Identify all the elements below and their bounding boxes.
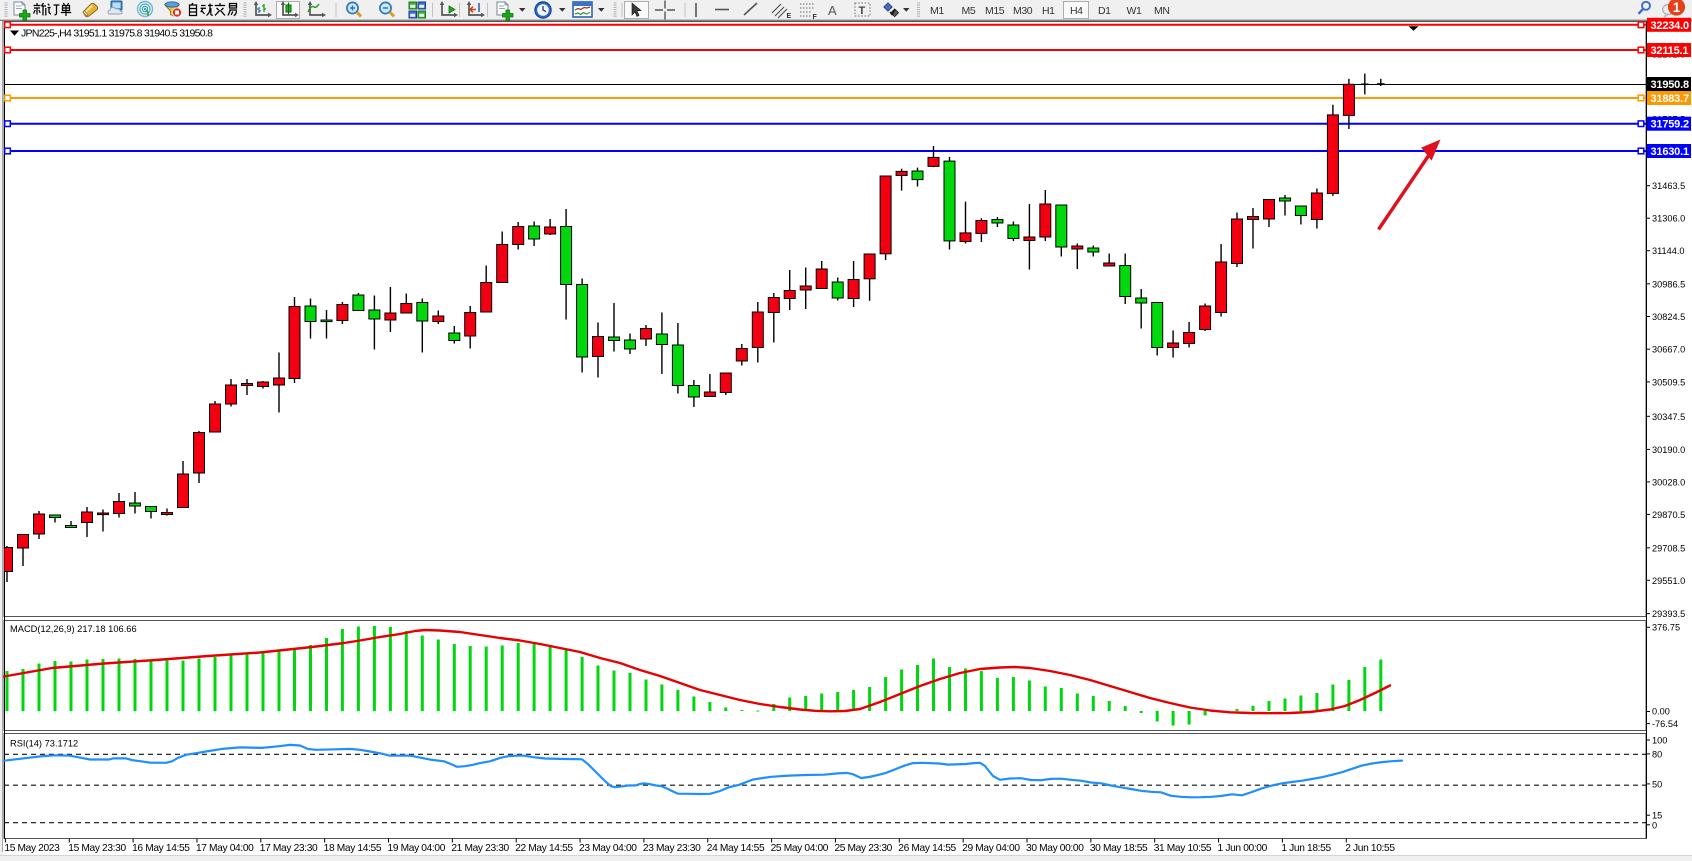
- svg-text:29 May 04:00: 29 May 04:00: [962, 843, 1020, 854]
- svg-text:MN: MN: [1154, 5, 1170, 17]
- svg-text:376.75: 376.75: [1652, 623, 1680, 633]
- svg-text:0: 0: [1652, 821, 1657, 831]
- svg-text:0.00: 0.00: [1652, 707, 1670, 717]
- svg-text:25 May 04:00: 25 May 04:00: [771, 843, 829, 854]
- svg-text:F: F: [813, 14, 818, 21]
- svg-text:31883.7: 31883.7: [1651, 93, 1689, 105]
- svg-text:15 May 23:30: 15 May 23:30: [68, 843, 126, 854]
- svg-text:30824.5: 30824.5: [1652, 312, 1685, 322]
- svg-text:1 Jun 18:55: 1 Jun 18:55: [1281, 843, 1331, 854]
- svg-text:29870.5: 29870.5: [1652, 510, 1685, 520]
- svg-text:30 May 00:00: 30 May 00:00: [1026, 843, 1084, 854]
- svg-text:18 May 14:55: 18 May 14:55: [324, 843, 382, 854]
- svg-text:23 May 23:30: 23 May 23:30: [643, 843, 701, 854]
- svg-text:31630.1: 31630.1: [1651, 146, 1689, 158]
- svg-text:24 May 14:55: 24 May 14:55: [707, 843, 765, 854]
- svg-text:29708.5: 29708.5: [1652, 543, 1685, 553]
- svg-text:29551.0: 29551.0: [1652, 576, 1685, 586]
- svg-text:30347.5: 30347.5: [1652, 412, 1685, 422]
- svg-text:30190.0: 30190.0: [1652, 445, 1685, 455]
- svg-text:31950.8: 31950.8: [1651, 79, 1689, 91]
- svg-text:17 May 23:30: 17 May 23:30: [260, 843, 318, 854]
- svg-text:15 May 2023: 15 May 2023: [4, 843, 60, 854]
- svg-text:30 May 18:55: 30 May 18:55: [1090, 843, 1148, 854]
- svg-text:26 May 14:55: 26 May 14:55: [898, 843, 956, 854]
- svg-text:MACD(12,26,9) 217.18 106.66: MACD(12,26,9) 217.18 106.66: [10, 624, 137, 634]
- svg-text:2 Jun 10:55: 2 Jun 10:55: [1345, 843, 1395, 854]
- svg-text:1 Jun 00:00: 1 Jun 00:00: [1218, 843, 1268, 854]
- svg-text:H1: H1: [1042, 5, 1055, 17]
- svg-text:RSI(14) 73.1712: RSI(14) 73.1712: [10, 739, 78, 749]
- svg-text:D1: D1: [1098, 5, 1111, 17]
- svg-text:100: 100: [1652, 736, 1667, 746]
- svg-text:1: 1: [1673, 0, 1681, 15]
- svg-text:M30: M30: [1013, 5, 1033, 17]
- svg-text:31306.0: 31306.0: [1652, 214, 1685, 224]
- svg-text:30667.0: 30667.0: [1652, 345, 1685, 355]
- svg-text:31144.0: 31144.0: [1652, 246, 1685, 256]
- svg-text:M5: M5: [962, 5, 976, 17]
- svg-text:31463.5: 31463.5: [1652, 181, 1685, 191]
- svg-text:50: 50: [1652, 780, 1662, 790]
- svg-text:30986.5: 30986.5: [1652, 279, 1685, 289]
- svg-text:30509.5: 30509.5: [1652, 377, 1685, 387]
- svg-text:22 May 14:55: 22 May 14:55: [515, 843, 573, 854]
- svg-text:80: 80: [1652, 750, 1662, 760]
- svg-text:JPN225-,H4 31951.1 31975.8 31: JPN225-,H4 31951.1 31975.8 31940.5 31950…: [21, 28, 213, 40]
- svg-text:16 May 14:55: 16 May 14:55: [132, 843, 190, 854]
- svg-text:19 May 04:00: 19 May 04:00: [388, 843, 446, 854]
- svg-text:T: T: [859, 5, 866, 17]
- svg-text:32115.1: 32115.1: [1651, 45, 1689, 57]
- svg-text:29393.5: 29393.5: [1652, 609, 1685, 619]
- svg-text:-76.54: -76.54: [1652, 719, 1678, 729]
- svg-text:31759.2: 31759.2: [1651, 119, 1689, 131]
- svg-text:30028.0: 30028.0: [1652, 477, 1685, 487]
- svg-text:25 May 23:30: 25 May 23:30: [834, 843, 892, 854]
- svg-text:31 May 10:55: 31 May 10:55: [1154, 843, 1212, 854]
- svg-text:M15: M15: [985, 5, 1005, 17]
- svg-text:32234.0: 32234.0: [1651, 20, 1689, 32]
- svg-text:M1: M1: [930, 5, 944, 17]
- svg-text:H4: H4: [1070, 5, 1083, 17]
- svg-text:A: A: [828, 3, 837, 18]
- svg-text:21 May 23:30: 21 May 23:30: [451, 843, 509, 854]
- svg-text:E: E: [787, 13, 792, 20]
- svg-text:15: 15: [1652, 811, 1662, 821]
- svg-text:17 May 04:00: 17 May 04:00: [196, 843, 254, 854]
- svg-text:W1: W1: [1127, 5, 1143, 17]
- svg-text:23 May 04:00: 23 May 04:00: [579, 843, 637, 854]
